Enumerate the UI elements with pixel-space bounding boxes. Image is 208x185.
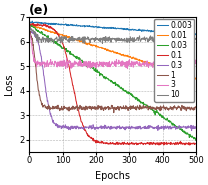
0.01 — [109, 50, 111, 52]
0.03 — [127, 93, 130, 95]
0.003 — [31, 20, 33, 22]
0.03 — [191, 135, 193, 138]
0.01 — [108, 49, 110, 51]
3 — [107, 65, 110, 67]
0.03 — [107, 78, 110, 80]
1 — [29, 30, 31, 32]
X-axis label: Epochs: Epochs — [95, 171, 130, 181]
Line: 0.03: 0.03 — [29, 23, 196, 140]
0.01 — [191, 75, 193, 78]
0.003 — [109, 27, 111, 29]
0.01 — [165, 69, 167, 71]
Line: 0.003: 0.003 — [29, 21, 196, 35]
0.003 — [128, 29, 130, 31]
3 — [28, 30, 31, 32]
3 — [165, 64, 167, 66]
1 — [195, 106, 197, 108]
0.03 — [108, 79, 111, 81]
Line: 10: 10 — [29, 26, 196, 43]
0.01 — [128, 56, 130, 58]
0.3 — [28, 30, 31, 32]
Line: 3: 3 — [29, 31, 196, 69]
10 — [191, 38, 194, 41]
3 — [118, 62, 121, 64]
Line: 0.1: 0.1 — [29, 23, 196, 145]
1 — [28, 31, 31, 34]
0.003 — [194, 34, 197, 36]
0.01 — [29, 24, 32, 26]
3 — [108, 60, 111, 63]
10 — [109, 38, 111, 41]
0.03 — [165, 119, 167, 121]
Y-axis label: Loss: Loss — [4, 74, 14, 95]
1 — [108, 109, 110, 111]
10 — [28, 26, 31, 28]
0.3 — [107, 126, 110, 128]
0.01 — [119, 52, 121, 54]
10 — [29, 25, 32, 28]
0.1 — [188, 144, 191, 146]
3 — [191, 65, 193, 67]
0.1 — [108, 143, 110, 145]
0.03 — [28, 22, 31, 24]
0.3 — [191, 126, 193, 129]
0.1 — [119, 142, 121, 144]
0.1 — [109, 143, 111, 145]
0.003 — [195, 33, 197, 35]
0.01 — [28, 24, 31, 26]
0.3 — [195, 127, 197, 130]
0.1 — [191, 142, 194, 144]
0.003 — [191, 33, 193, 35]
10 — [108, 38, 110, 40]
0.3 — [108, 126, 111, 128]
Line: 0.01: 0.01 — [29, 25, 196, 79]
0.03 — [118, 85, 121, 87]
0.3 — [190, 130, 193, 132]
1 — [119, 107, 121, 109]
Line: 1: 1 — [29, 31, 196, 113]
1 — [191, 108, 194, 110]
3 — [195, 62, 197, 64]
0.003 — [108, 27, 110, 29]
0.3 — [165, 127, 167, 130]
10 — [119, 39, 121, 42]
10 — [101, 42, 104, 45]
Line: 0.3: 0.3 — [29, 31, 196, 131]
0.003 — [165, 31, 167, 33]
0.003 — [28, 20, 31, 22]
3 — [126, 68, 129, 70]
Text: (e): (e) — [29, 4, 50, 17]
0.003 — [119, 28, 121, 30]
3 — [128, 60, 130, 62]
10 — [128, 39, 130, 42]
0.1 — [28, 24, 31, 26]
0.3 — [127, 127, 130, 130]
0.1 — [31, 22, 34, 24]
1 — [128, 106, 130, 109]
0.3 — [118, 125, 121, 127]
0.1 — [195, 142, 197, 144]
10 — [165, 38, 168, 40]
0.1 — [128, 143, 130, 145]
1 — [113, 112, 115, 114]
1 — [165, 106, 168, 108]
Legend: 0.003, 0.01, 0.03, 0.1, 0.3, 1, 3, 10: 0.003, 0.01, 0.03, 0.1, 0.3, 1, 3, 10 — [154, 19, 194, 102]
0.03 — [195, 139, 197, 141]
10 — [195, 37, 197, 39]
0.1 — [165, 142, 167, 145]
0.03 — [194, 139, 197, 141]
1 — [109, 107, 111, 110]
0.01 — [195, 78, 197, 80]
